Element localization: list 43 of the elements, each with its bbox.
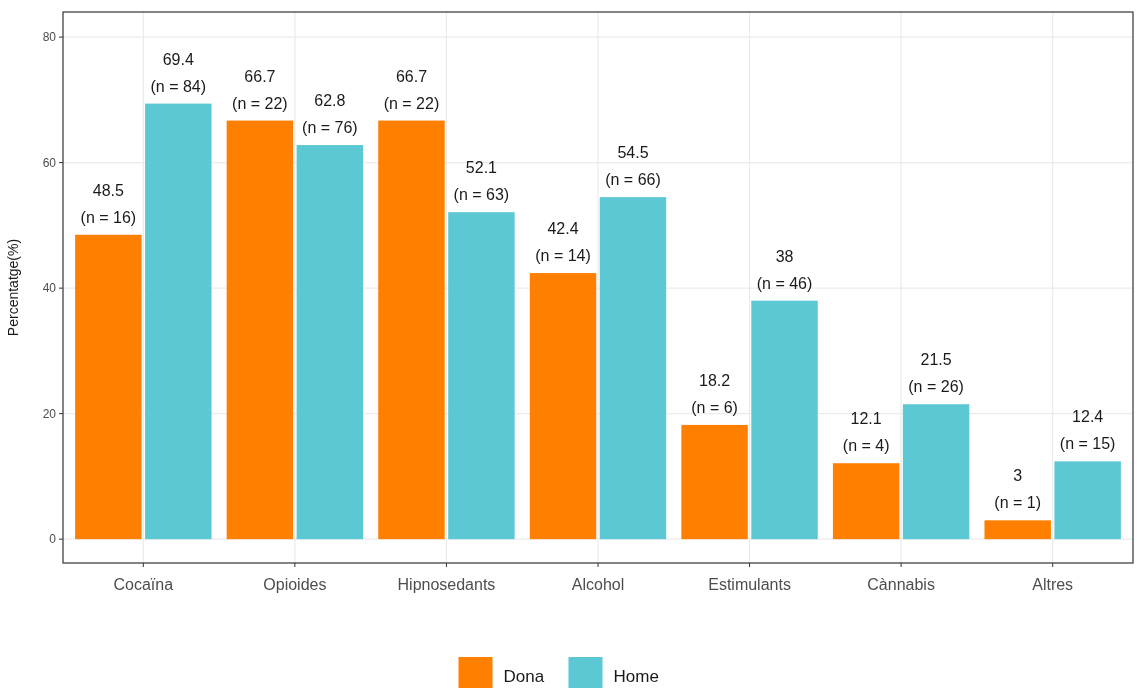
bar bbox=[75, 234, 142, 540]
bar bbox=[599, 197, 667, 540]
bar bbox=[529, 273, 597, 540]
data-label: 38 (n = 46) bbox=[756, 247, 813, 292]
data-label: 66.7 (n = 22) bbox=[232, 67, 288, 112]
legend-label: Dona bbox=[503, 666, 545, 686]
x-tick-label: Cànnabis bbox=[867, 576, 935, 593]
data-label: 48.5 (n = 16) bbox=[80, 181, 137, 226]
data-label: 42.4 (n = 14) bbox=[535, 220, 591, 265]
y-axis-title: Percentatge(%) bbox=[5, 238, 21, 337]
data-label: 66.7 (n = 22) bbox=[383, 67, 440, 112]
data-label: 21.5 (n = 26) bbox=[908, 351, 964, 396]
x-tick-label: Cocaïna bbox=[113, 576, 174, 593]
data-label: 12.1 (n = 4) bbox=[842, 410, 890, 455]
y-tick-label: 0 bbox=[49, 532, 57, 547]
bar bbox=[984, 520, 1051, 540]
data-label: 12.4 (n = 15) bbox=[1059, 408, 1116, 453]
x-tick-label: Estimulants bbox=[708, 576, 791, 593]
y-tick-label: 60 bbox=[42, 155, 57, 170]
x-tick-label: Hipnosedants bbox=[397, 576, 496, 593]
y-tick-label: 40 bbox=[42, 281, 57, 296]
bar bbox=[378, 120, 445, 540]
data-label: 52.1 (n = 63) bbox=[453, 159, 510, 204]
bar bbox=[448, 212, 515, 540]
data-label: 62.8 (n = 76) bbox=[302, 92, 358, 137]
x-tick-label: Altres bbox=[1032, 576, 1074, 593]
y-tick-label: 80 bbox=[42, 30, 57, 45]
bar bbox=[751, 300, 818, 540]
bar bbox=[1054, 461, 1121, 540]
data-label: 69.4 (n = 84) bbox=[150, 50, 207, 95]
legend-label: Home bbox=[613, 666, 659, 686]
bar bbox=[902, 404, 970, 540]
bar bbox=[296, 145, 364, 540]
bar bbox=[145, 103, 212, 540]
bar bbox=[226, 120, 294, 540]
bar bbox=[681, 424, 748, 540]
data-label: 18.2 (n = 6) bbox=[691, 371, 738, 416]
data-label: 3 (n = 1) bbox=[994, 467, 1042, 512]
x-tick-label: Opioides bbox=[263, 576, 327, 593]
x-tick-label: Alcohol bbox=[571, 576, 625, 593]
data-label: 54.5 (n = 66) bbox=[605, 144, 661, 189]
y-tick-label: 20 bbox=[42, 406, 57, 421]
bar bbox=[832, 463, 900, 540]
